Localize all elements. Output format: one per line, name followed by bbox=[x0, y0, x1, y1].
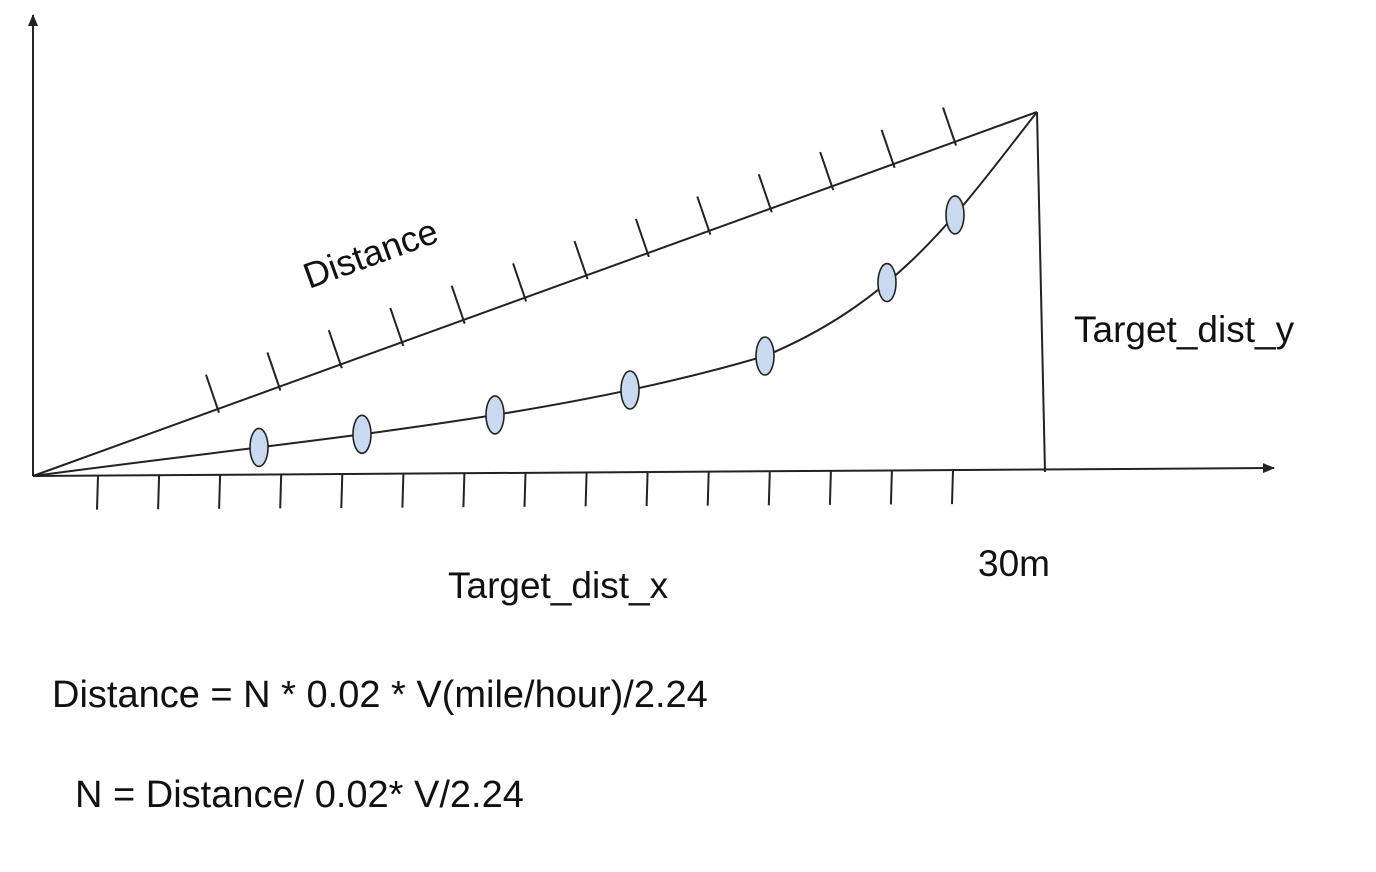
hypotenuse-tick bbox=[512, 263, 528, 302]
x-axis-tick bbox=[279, 474, 283, 509]
trajectory-markers bbox=[249, 195, 965, 468]
target-dist-y-label: Target_dist_y bbox=[1074, 309, 1295, 350]
hypotenuse-tick bbox=[942, 107, 957, 146]
hypotenuse-tick bbox=[205, 374, 220, 414]
hypotenuse-tick bbox=[757, 173, 773, 213]
hypotenuse-tick bbox=[266, 352, 282, 391]
x-axis-tick bbox=[401, 473, 405, 508]
x-axis-tick bbox=[645, 471, 649, 507]
hypotenuse-tick bbox=[327, 329, 343, 369]
x-axis-tick bbox=[218, 474, 222, 509]
hypotenuse-ticks bbox=[205, 107, 957, 414]
hypotenuse-tick bbox=[880, 129, 896, 169]
x-axis-tick bbox=[462, 473, 466, 508]
x-axis-tick bbox=[340, 473, 344, 509]
x-axis-ticks bbox=[96, 470, 954, 510]
hypotenuse-tick bbox=[819, 151, 835, 191]
end-distance-label: 30m bbox=[978, 543, 1050, 584]
x-axis-tick bbox=[767, 471, 771, 506]
x-axis-tick bbox=[584, 472, 588, 507]
distance-hypotenuse-line bbox=[32, 111, 1038, 477]
x-axis-tick bbox=[523, 472, 527, 507]
x-axis-tick bbox=[951, 470, 954, 505]
target-dist-x-label: Target_dist_x bbox=[448, 565, 669, 606]
hypotenuse-tick bbox=[389, 307, 405, 347]
x-axis-tick bbox=[96, 475, 99, 510]
n-formula: N = Distance/ 0.02* V/2.24 bbox=[75, 774, 524, 816]
target-dist-y-line bbox=[1036, 111, 1046, 473]
trajectory-marker bbox=[620, 370, 640, 410]
hypotenuse-tick bbox=[696, 196, 712, 235]
trajectory-marker bbox=[755, 336, 775, 376]
x-axis-tick bbox=[157, 475, 161, 510]
x-axis-tick bbox=[828, 470, 832, 505]
x-axis-tick bbox=[889, 470, 893, 505]
trajectory-marker bbox=[352, 414, 372, 455]
trajectory-marker bbox=[485, 395, 505, 435]
x-axis bbox=[32, 463, 1275, 477]
distance-formula: Distance = N * 0.02 * V(mile/hour)/2.24 bbox=[52, 674, 708, 716]
distance-label: Distance bbox=[298, 210, 444, 296]
x-axis-tick bbox=[706, 471, 710, 506]
trajectory-marker bbox=[945, 195, 965, 235]
trajectory-marker bbox=[877, 262, 897, 303]
hypotenuse-tick bbox=[573, 240, 589, 280]
trajectory-marker bbox=[249, 427, 269, 468]
hypotenuse-tick bbox=[634, 218, 650, 258]
hypotenuse-tick bbox=[450, 285, 466, 325]
